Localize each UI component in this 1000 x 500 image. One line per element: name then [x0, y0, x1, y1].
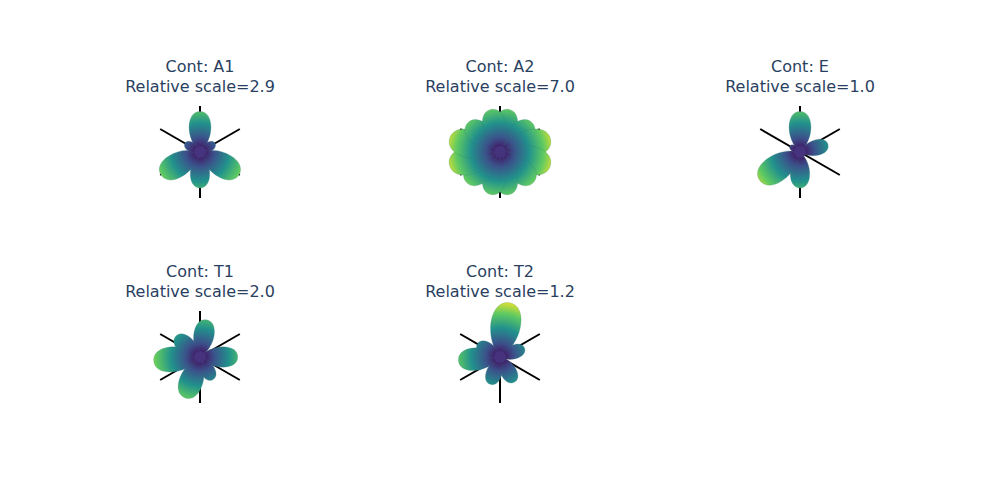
- core: [494, 146, 506, 158]
- subplot-title: Cont: A2: [466, 57, 535, 76]
- subplot-subtitle: Relative scale=1.2: [425, 282, 575, 301]
- subplot: [752, 106, 840, 198]
- figure: Cont: A1Relative scale=2.9Cont: A2Relati…: [0, 0, 1000, 500]
- core: [794, 146, 806, 158]
- subplot-subtitle: Relative scale=2.9: [125, 77, 275, 96]
- lobe: [479, 107, 511, 154]
- subplot-subtitle: Relative scale=1.0: [725, 77, 875, 96]
- lobe: [752, 141, 808, 191]
- subplot: [155, 106, 246, 198]
- core: [194, 351, 206, 363]
- subplot: [153, 311, 240, 403]
- lobe: [170, 330, 206, 364]
- lobe: [155, 141, 206, 185]
- subplot: [446, 106, 554, 198]
- core: [194, 146, 206, 158]
- subplot-title: Cont: A1: [166, 57, 235, 76]
- subplot: [457, 300, 539, 403]
- subplot-title: Cont: T2: [466, 262, 534, 281]
- subplot-title: Cont: T1: [166, 262, 234, 281]
- subplot-subtitle: Relative scale=2.0: [125, 282, 275, 301]
- core: [494, 351, 506, 363]
- subplot-subtitle: Relative scale=7.0: [425, 77, 575, 96]
- subplot-title: Cont: E: [771, 57, 829, 76]
